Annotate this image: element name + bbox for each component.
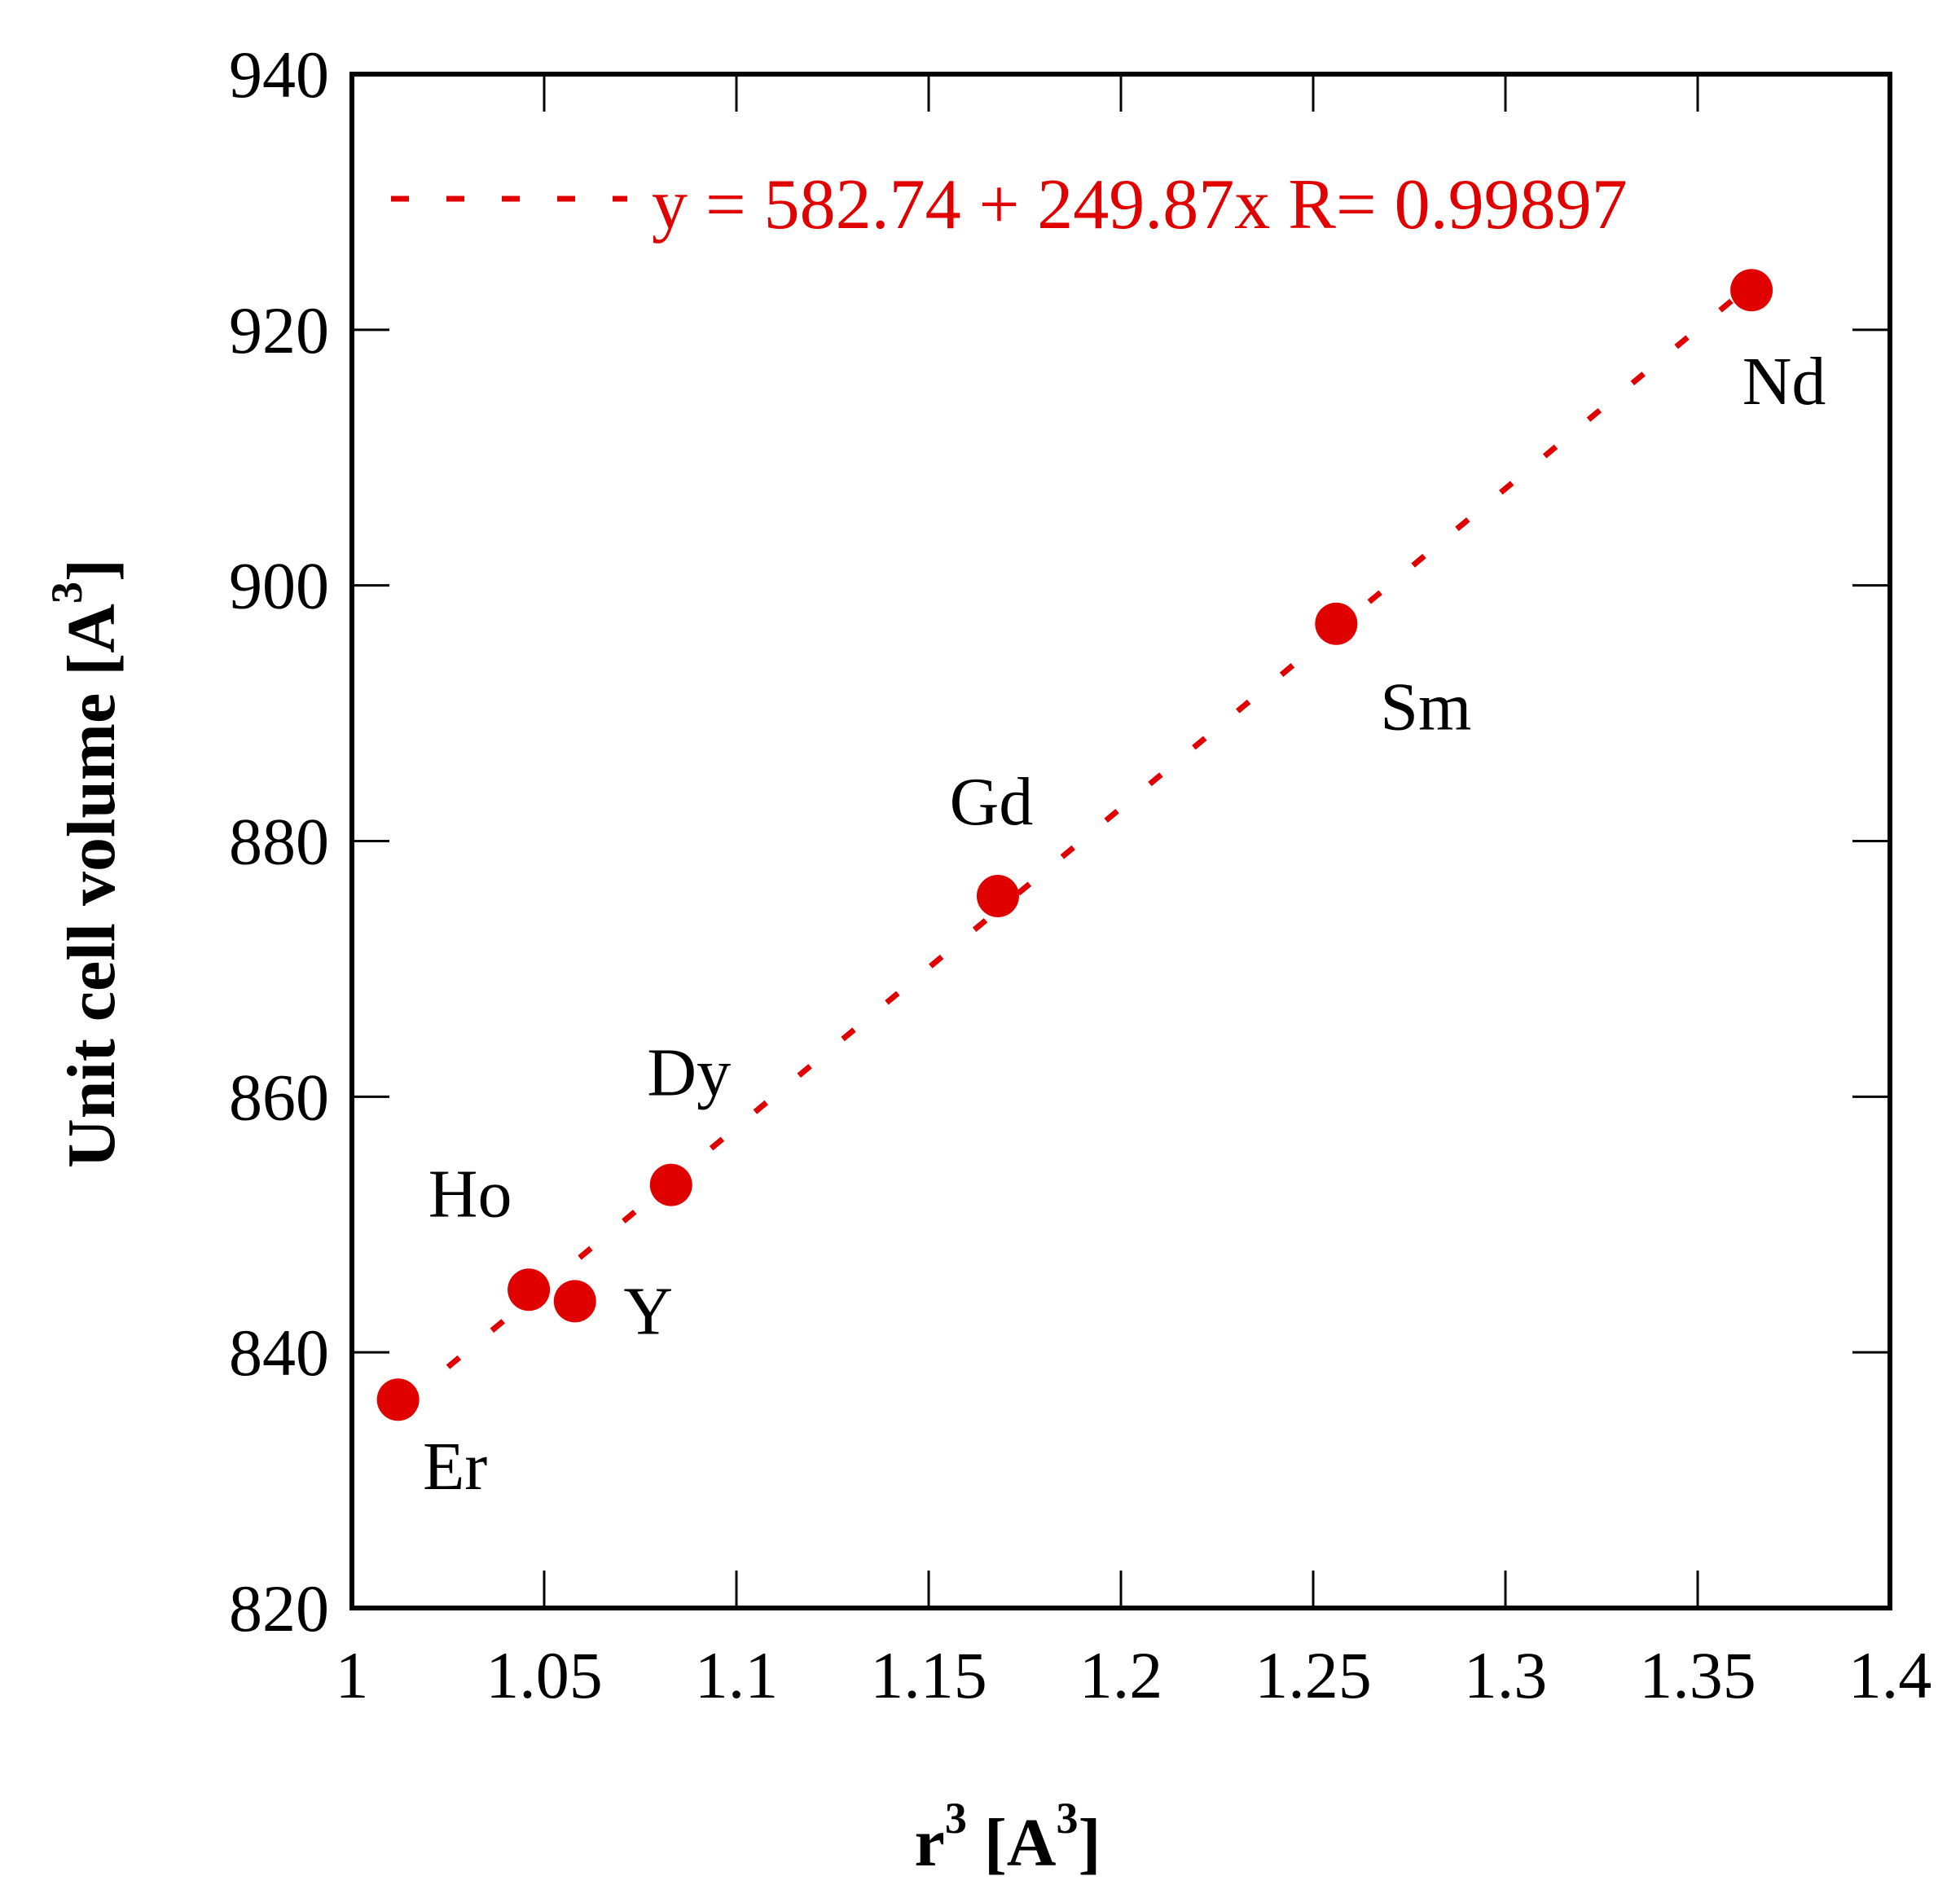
data-point-dy xyxy=(649,1163,692,1206)
x-tick-label: 1.1 xyxy=(695,1638,779,1712)
x-tick-label: 1.2 xyxy=(1079,1638,1163,1712)
x-axis-title-unit-sup: 3 xyxy=(1056,1794,1078,1843)
y-axis-title: Unit cell volume [A3] xyxy=(42,559,130,1168)
x-tick-label: 1.15 xyxy=(870,1638,987,1712)
plot-frame xyxy=(349,72,1892,1610)
y-axis-title-close: ] xyxy=(54,559,130,582)
y-tick-label: 900 xyxy=(229,549,329,623)
point-label-sm: Sm xyxy=(1380,670,1471,745)
y-tick-label: 940 xyxy=(229,37,329,112)
data-point-sm xyxy=(1315,602,1358,645)
legend-text: y = 582.74 + 249.87x R= 0.99897 xyxy=(652,165,1628,244)
x-axis-title-unit: [A xyxy=(967,1805,1057,1881)
point-label-gd: Gd xyxy=(950,764,1034,840)
y-ticks: 820 840 860 880 900 920 940 xyxy=(229,37,1890,1645)
data-point-er xyxy=(376,1378,420,1421)
x-tick-label: 1.4 xyxy=(1848,1638,1932,1712)
data-point-gd xyxy=(976,874,1019,917)
point-label-nd: Nd xyxy=(1742,344,1826,420)
data-point-y xyxy=(553,1280,596,1323)
x-tick-label: 1 xyxy=(336,1638,369,1712)
data-point-nd xyxy=(1730,269,1773,312)
fit-line xyxy=(446,294,1738,1369)
y-tick-label: 920 xyxy=(229,293,329,367)
x-tick-label: 1.35 xyxy=(1639,1638,1756,1712)
legend: y = 582.74 + 249.87x R= 0.99897 xyxy=(391,165,1628,244)
x-axis-title-r: r xyxy=(915,1805,945,1881)
data-point-ho xyxy=(508,1268,551,1311)
point-label-dy: Dy xyxy=(647,1035,731,1111)
y-axis-title-sup: 3 xyxy=(42,582,91,604)
x-axis-title: r3 [A3] xyxy=(915,1794,1101,1881)
point-label-y: Y xyxy=(623,1273,673,1349)
point-labels: Er Ho Y Dy Gd Sm Nd xyxy=(423,344,1826,1505)
y-tick-label: 840 xyxy=(229,1316,329,1390)
fit-line-path xyxy=(446,294,1738,1369)
data-points xyxy=(376,269,1773,1421)
point-label-ho: Ho xyxy=(428,1156,512,1232)
x-axis-title-sup: 3 xyxy=(945,1794,967,1843)
y-tick-label: 880 xyxy=(229,805,329,879)
point-label-er: Er xyxy=(423,1429,487,1505)
x-tick-label: 1.05 xyxy=(486,1638,603,1712)
y-tick-label: 860 xyxy=(229,1060,329,1134)
x-axis-title-close: ] xyxy=(1078,1805,1101,1881)
x-ticks: 1 1.05 1.1 1.15 1.2 1.25 1.3 1.35 1.4 xyxy=(336,74,1932,1712)
y-axis-title-main: Unit cell volume [A xyxy=(54,604,130,1168)
y-tick-label: 820 xyxy=(229,1571,329,1645)
x-tick-label: 1.25 xyxy=(1255,1638,1372,1712)
x-tick-label: 1.3 xyxy=(1464,1638,1548,1712)
